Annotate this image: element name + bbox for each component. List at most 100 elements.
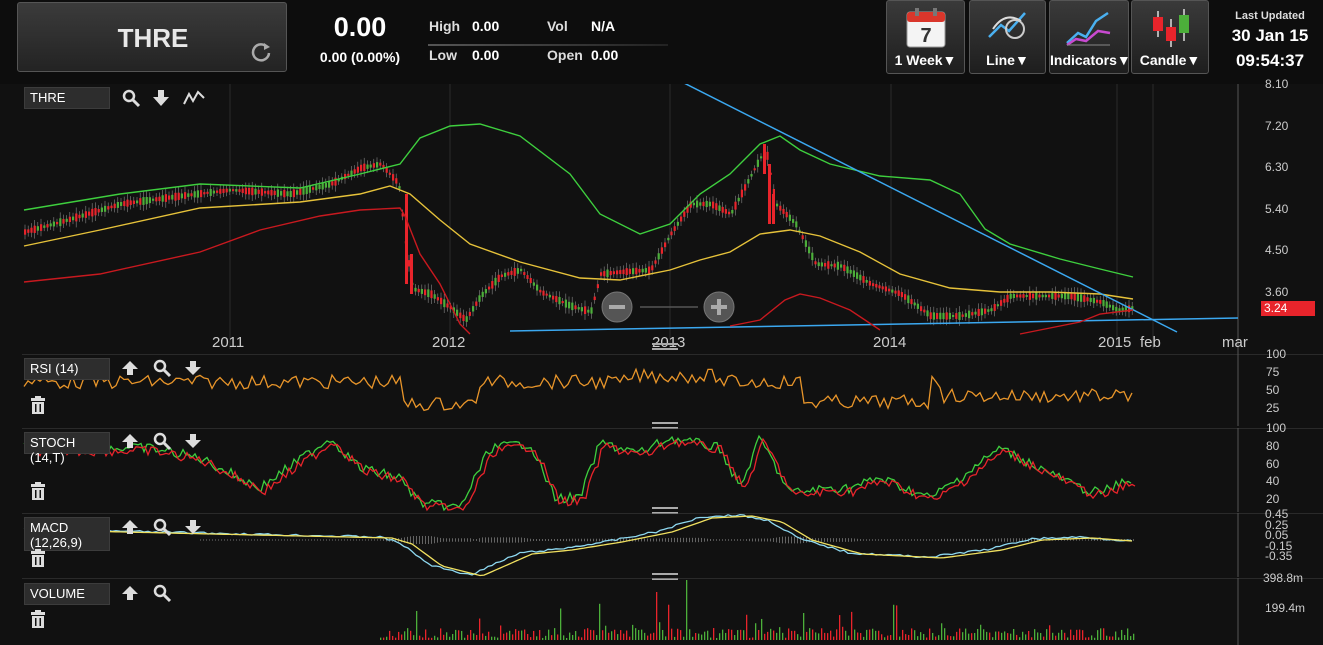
candle-body bbox=[824, 262, 827, 267]
candle-body bbox=[212, 190, 215, 194]
time-axis-label: 2011 bbox=[212, 334, 245, 351]
candle-body bbox=[334, 177, 337, 186]
candle-body bbox=[731, 210, 734, 214]
candle-body bbox=[1124, 306, 1127, 312]
volume-bar bbox=[839, 615, 841, 640]
panel-resize-handle[interactable] bbox=[652, 343, 678, 351]
volume-bar bbox=[683, 636, 685, 640]
period-button[interactable]: 7 1 Week▼ bbox=[886, 0, 965, 74]
macd-histogram-bar bbox=[476, 539, 477, 541]
move-down-icon[interactable] bbox=[184, 432, 202, 450]
macd-histogram-bar bbox=[830, 538, 831, 542]
macd-histogram-bar bbox=[491, 537, 492, 543]
trash-icon[interactable] bbox=[29, 481, 47, 501]
move-down-icon[interactable] bbox=[184, 359, 202, 377]
move-up-icon[interactable] bbox=[121, 518, 139, 536]
trash-icon[interactable] bbox=[29, 609, 47, 629]
macd-histogram-bar bbox=[851, 538, 852, 542]
candle-body bbox=[948, 312, 951, 320]
macd-histogram-bar bbox=[365, 539, 366, 541]
macd-histogram-bar bbox=[386, 538, 387, 542]
symbol-selector[interactable]: THRE bbox=[17, 2, 287, 72]
price-axis-tick-label: 7.20 bbox=[1265, 118, 1289, 133]
move-up-icon[interactable] bbox=[121, 584, 139, 602]
search-icon[interactable] bbox=[152, 517, 172, 537]
volume-bar bbox=[644, 632, 646, 640]
volume-bar bbox=[842, 626, 844, 640]
search-icon[interactable] bbox=[152, 431, 172, 451]
candle-body bbox=[392, 174, 395, 181]
candle-body bbox=[427, 289, 430, 298]
volume-chart[interactable] bbox=[0, 578, 1323, 645]
move-up-icon[interactable] bbox=[121, 359, 139, 377]
last-updated-time: 09:54:37 bbox=[1235, 51, 1305, 70]
macd-histogram-bar bbox=[440, 537, 441, 543]
rsi-chart[interactable] bbox=[0, 354, 1323, 426]
macd-histogram-bar bbox=[725, 539, 726, 541]
rsi-axis-tick-label: 50 bbox=[1266, 383, 1280, 397]
line-button[interactable]: Line▼ bbox=[969, 0, 1046, 74]
macd-histogram-bar bbox=[326, 539, 327, 541]
macd-histogram-bar bbox=[455, 538, 456, 542]
candle-body bbox=[820, 262, 823, 267]
macd-histogram-bar bbox=[833, 538, 834, 542]
candle-body bbox=[1048, 294, 1051, 298]
panel-resize-handle[interactable] bbox=[652, 573, 678, 581]
candle-body bbox=[129, 200, 132, 206]
candle-body bbox=[676, 221, 679, 226]
macd-histogram-bar bbox=[1037, 538, 1038, 542]
candle-body bbox=[1064, 292, 1067, 300]
top-bar: THRE 0.00 0.00 (0.00%) High 0.00 Vol N/A… bbox=[0, 0, 1323, 84]
macd-histogram-bar bbox=[1073, 539, 1074, 541]
search-icon[interactable] bbox=[121, 88, 141, 108]
volume-bar bbox=[812, 629, 814, 640]
search-icon[interactable] bbox=[152, 583, 172, 603]
candle-body bbox=[257, 189, 260, 194]
candle-body bbox=[395, 178, 398, 184]
download-arrow-icon[interactable] bbox=[152, 88, 170, 108]
price-chart[interactable] bbox=[0, 84, 1323, 354]
macd-histogram-bar bbox=[665, 538, 666, 542]
move-up-icon[interactable] bbox=[121, 432, 139, 450]
move-down-icon[interactable] bbox=[184, 518, 202, 536]
volume-bar bbox=[752, 637, 754, 640]
refresh-icon[interactable] bbox=[250, 41, 272, 63]
volume-bar bbox=[449, 636, 451, 640]
macd-histogram-bar bbox=[200, 539, 201, 541]
candle-body bbox=[568, 301, 571, 309]
volume-bar bbox=[431, 637, 433, 640]
candle-body bbox=[72, 216, 75, 221]
trash-icon[interactable] bbox=[29, 395, 47, 415]
candle-body bbox=[856, 272, 859, 279]
macd-histogram-bar bbox=[227, 539, 228, 541]
candle-body bbox=[158, 196, 161, 202]
candle-body bbox=[827, 261, 830, 269]
candle-body bbox=[907, 295, 910, 304]
macd-histogram-bar bbox=[896, 539, 897, 541]
volume-bar bbox=[1061, 629, 1063, 640]
candle-body bbox=[382, 164, 385, 169]
stochastic-chart[interactable] bbox=[0, 428, 1323, 512]
trash-icon[interactable] bbox=[29, 548, 47, 568]
candle-body bbox=[990, 308, 993, 312]
volume-bar bbox=[863, 636, 865, 640]
candle-body bbox=[849, 269, 852, 274]
macd-histogram-bar bbox=[410, 536, 411, 544]
macd-histogram-bar bbox=[938, 539, 939, 541]
candlesticks bbox=[24, 144, 1134, 327]
low-value: 0.00 bbox=[472, 47, 500, 63]
volume-bar bbox=[617, 634, 619, 640]
zoom-controls[interactable] bbox=[601, 291, 735, 323]
volume-bar bbox=[512, 634, 514, 640]
volume-bar bbox=[485, 635, 487, 640]
indicators-button[interactable]: Indicators▼ bbox=[1049, 0, 1131, 74]
macd-axis-tick-label: -0.35 bbox=[1265, 549, 1293, 563]
macd-histogram-bar bbox=[821, 538, 822, 542]
macd-chart[interactable] bbox=[0, 513, 1323, 577]
macd-histogram-bar bbox=[380, 539, 381, 541]
candle-button[interactable]: Candle▼ bbox=[1131, 0, 1209, 74]
candle-body bbox=[654, 260, 657, 264]
chart-type-icon[interactable] bbox=[182, 88, 206, 108]
search-icon[interactable] bbox=[152, 358, 172, 378]
volume-bar bbox=[581, 637, 583, 640]
